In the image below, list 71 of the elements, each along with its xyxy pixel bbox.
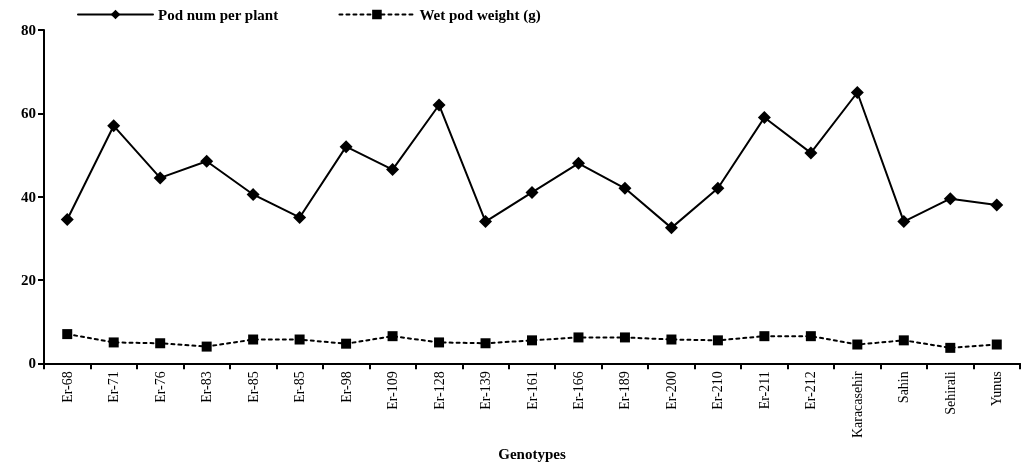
point xyxy=(805,331,816,342)
point xyxy=(155,338,166,349)
legend-label: Wet pod weight (g) xyxy=(419,6,541,24)
point xyxy=(62,329,73,340)
x-tick-label: Er-212 xyxy=(803,371,819,410)
point xyxy=(387,331,398,342)
point xyxy=(339,140,353,154)
y-tick-label: 0 xyxy=(28,355,36,372)
point xyxy=(341,338,352,349)
y-tick-label: 60 xyxy=(21,105,36,122)
legend-label: Pod num per plant xyxy=(158,6,279,23)
x-tick-label: Er-166 xyxy=(570,371,586,410)
x-tick-label: Er-76 xyxy=(152,371,168,403)
point xyxy=(479,215,493,229)
point xyxy=(757,110,771,124)
x-tick-label: Sehirali xyxy=(942,371,958,415)
point xyxy=(294,334,305,345)
point xyxy=(107,119,121,133)
point xyxy=(527,335,537,346)
x-tick-label: Yunus xyxy=(989,371,1005,407)
point xyxy=(201,341,212,352)
point xyxy=(60,213,74,227)
x-tick-label: Er-85 xyxy=(245,371,261,403)
point xyxy=(945,342,956,353)
point xyxy=(293,210,307,224)
x-tick-label: Er-200 xyxy=(663,371,679,410)
point xyxy=(804,146,818,160)
point xyxy=(480,338,491,349)
point xyxy=(619,332,630,343)
x-tick-label: Er-109 xyxy=(385,371,401,410)
x-tick-label: Er-68 xyxy=(59,371,75,403)
point xyxy=(200,154,214,168)
point xyxy=(711,181,725,195)
point xyxy=(618,181,632,195)
point xyxy=(248,334,259,345)
point xyxy=(666,334,677,345)
y-tick-label: 80 xyxy=(21,22,36,38)
point xyxy=(432,98,446,112)
point xyxy=(759,331,770,342)
x-tick-label: Er-83 xyxy=(199,371,215,403)
point xyxy=(852,339,863,350)
point xyxy=(434,337,445,348)
x-tick-label: Sahin xyxy=(896,371,912,404)
point xyxy=(386,163,400,177)
point xyxy=(898,335,909,346)
point xyxy=(571,156,585,170)
y-tick-label: 40 xyxy=(21,188,36,205)
x-tick-label: Er-85 xyxy=(292,371,308,403)
x-tick-label: Karacasehir xyxy=(849,370,865,439)
x-axis-title: Genotypes xyxy=(498,445,566,462)
point xyxy=(108,337,119,348)
point xyxy=(525,185,539,199)
point xyxy=(990,198,1004,212)
point xyxy=(712,335,723,346)
point xyxy=(897,215,911,229)
point xyxy=(153,171,167,185)
x-tick-label: Er-189 xyxy=(617,371,633,410)
y-tick-label: 20 xyxy=(21,271,36,288)
x-tick-label: Er-210 xyxy=(710,371,726,410)
point xyxy=(943,192,957,206)
point xyxy=(850,85,864,99)
x-tick-label: Er-139 xyxy=(478,371,494,410)
point xyxy=(664,221,678,235)
point xyxy=(991,339,1002,350)
x-tick-label: Er-98 xyxy=(338,371,354,403)
x-tick-label: Er-211 xyxy=(756,371,772,410)
point xyxy=(246,188,260,202)
point xyxy=(573,332,584,343)
x-tick-label: Er-128 xyxy=(431,371,447,410)
x-tick-label: Er-161 xyxy=(524,371,540,410)
x-tick-label: Er-71 xyxy=(106,371,122,403)
